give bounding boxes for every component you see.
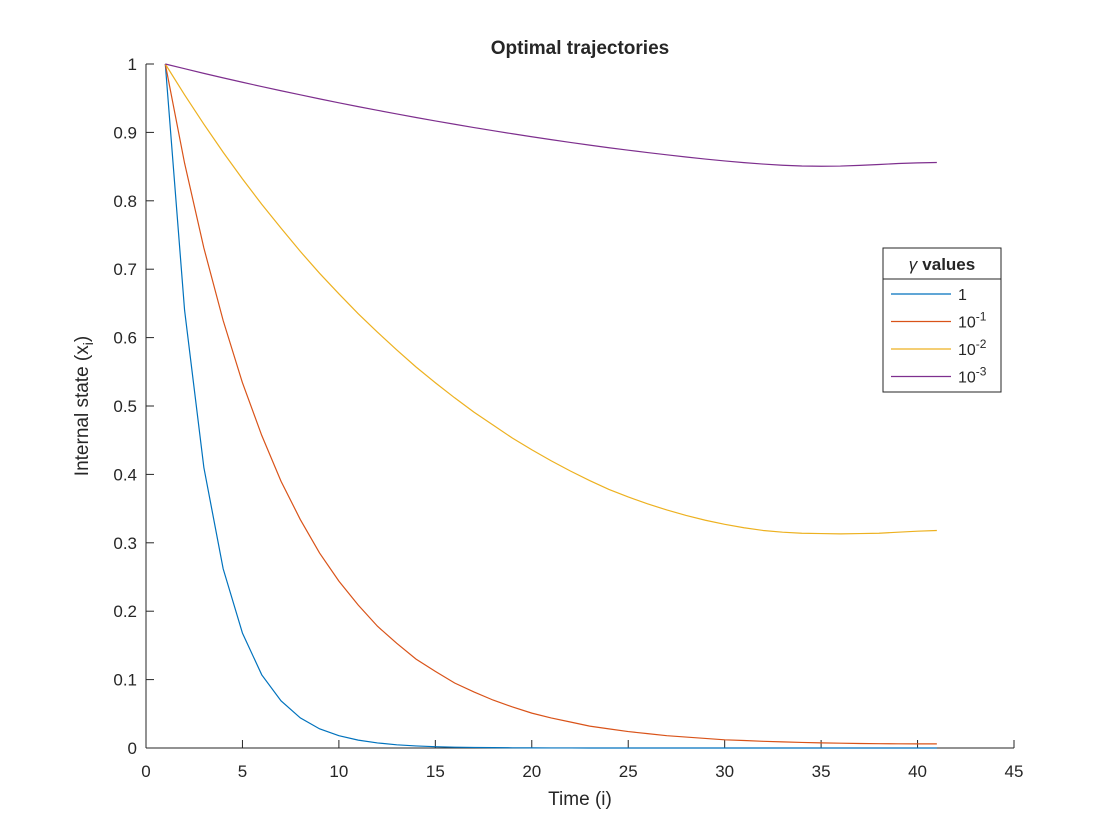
- y-tick-label: 1: [128, 55, 137, 74]
- y-axis-label-close: ): [72, 336, 93, 342]
- legend-title-symbol: γ: [909, 255, 919, 274]
- x-ticks: 0 5 10 15 20 25 30 35 40 45: [141, 740, 1023, 781]
- x-tick-label: 30: [715, 762, 734, 781]
- x-tick-label: 10: [329, 762, 348, 781]
- legend-label-3: 10-3: [958, 365, 987, 387]
- plot-lines: [164, 63, 937, 749]
- legend-box: [882, 247, 1002, 393]
- legend-label-exponent: -1: [976, 310, 987, 324]
- y-axis-label-main: Internal state (x: [72, 345, 93, 476]
- y-tick-label: 0.3: [113, 534, 137, 553]
- legend-label-2: 10-2: [958, 337, 987, 359]
- legend-label-0: 1: [958, 287, 967, 304]
- legend-label-base: 1: [958, 287, 967, 304]
- x-tick-label: 35: [812, 762, 831, 781]
- x-tick-label: 5: [238, 762, 247, 781]
- legend-entries: 110-110-210-3: [891, 287, 987, 387]
- legend-label-base: 10: [958, 342, 976, 359]
- y-tick-label: 0.7: [113, 260, 137, 279]
- legend-label-exponent: -2: [976, 337, 987, 351]
- chart-title: Optimal trajectories: [491, 38, 669, 59]
- x-tick-label: 20: [522, 762, 541, 781]
- series-line-3: [165, 63, 937, 167]
- legend-title-text: values: [922, 255, 975, 274]
- y-tick-label: 0.5: [113, 397, 137, 416]
- y-tick-label: 0.1: [113, 671, 137, 690]
- y-ticks: 0 0.1 0.2 0.3 0.4 0.5 0.6 0.7 0.8 0.9 1: [113, 55, 154, 758]
- series-line-1: [164, 63, 937, 745]
- legend-label-base: 10: [958, 315, 976, 332]
- legend-title: γ values: [909, 255, 975, 274]
- y-tick-label: 0.9: [113, 123, 137, 142]
- axes: [145, 64, 1014, 749]
- y-tick-label: 0.2: [113, 602, 137, 621]
- y-axis-label: Internal state (xi): [72, 336, 96, 476]
- y-axis-label-subscript: i: [80, 342, 96, 345]
- y-tick-label: 0.6: [113, 329, 137, 348]
- x-tick-label: 0: [141, 762, 150, 781]
- y-tick-label: 0.8: [113, 192, 137, 211]
- series-line-2: [164, 63, 937, 535]
- legend-label-base: 10: [958, 370, 976, 387]
- legend-label-1: 10-1: [958, 310, 987, 332]
- y-tick-label: 0.4: [113, 465, 137, 484]
- x-tick-label: 45: [1005, 762, 1024, 781]
- x-tick-label: 25: [619, 762, 638, 781]
- series-line-0: [164, 63, 937, 749]
- x-tick-label: 15: [426, 762, 445, 781]
- x-tick-label: 40: [908, 762, 927, 781]
- legend-label-exponent: -3: [976, 365, 987, 379]
- y-tick-label: 0: [128, 739, 137, 758]
- x-axis-label: Time (i): [548, 789, 612, 810]
- legend: γ values 110-110-210-3: [882, 247, 1002, 393]
